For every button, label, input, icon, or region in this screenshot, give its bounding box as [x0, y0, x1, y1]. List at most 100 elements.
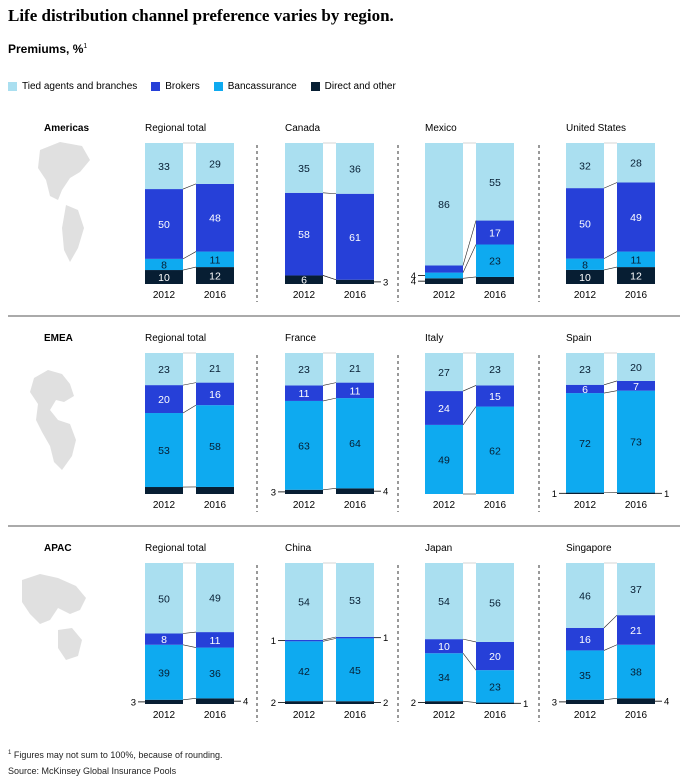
data-label: 86: [438, 199, 450, 211]
bar-segment: [336, 193, 374, 280]
bar-segment: [285, 563, 323, 640]
region-map-emea: [30, 370, 76, 470]
bar-segment: [617, 380, 655, 391]
data-label: 23: [489, 681, 501, 693]
data-label: 62: [489, 445, 501, 457]
segment-connector: [462, 653, 477, 671]
data-label: 39: [158, 667, 170, 679]
bar-segment: [196, 405, 234, 487]
year-tick-label: 2016: [484, 710, 507, 721]
bar-segment: [145, 644, 183, 700]
panel-title: Canada: [285, 123, 320, 134]
source-note: Source: McKinsey Global Insurance Pools: [8, 766, 177, 776]
data-label: 49: [438, 454, 450, 466]
data-label: 3: [552, 697, 557, 708]
segment-connector: [603, 614, 618, 629]
bar-segment: [476, 244, 514, 277]
data-label: 11: [210, 254, 221, 266]
bar-segment: [425, 391, 463, 425]
data-label: 20: [489, 651, 501, 663]
bar-segment: [145, 270, 183, 284]
year-tick-label: 2012: [293, 500, 316, 511]
legend-label-bancassurance: Bancassurance: [227, 81, 297, 92]
bar-segment: [145, 258, 183, 271]
legend-swatch-bancassurance: [213, 82, 223, 91]
region-label-americas: Americas: [44, 123, 89, 134]
data-label: 4: [243, 697, 248, 708]
data-label: 54: [438, 596, 450, 608]
year-tick-label: 2012: [574, 290, 597, 301]
bar-segment: [285, 275, 323, 284]
legend: Tied agents and branches Brokers Bancass…: [8, 81, 396, 92]
year-tick-label: 2012: [433, 710, 456, 721]
bar-segment: [617, 267, 655, 284]
panel-title: Regional total: [145, 123, 206, 134]
bar-segment: [336, 398, 374, 489]
year-tick-label: 2016: [484, 290, 507, 301]
data-label: 23: [158, 364, 170, 376]
bar-segment: [617, 615, 655, 645]
data-label: 16: [579, 634, 591, 646]
year-tick-label: 2016: [625, 710, 648, 721]
data-label: 4: [383, 487, 388, 498]
region-label-emea: EMEA: [44, 333, 73, 344]
data-label: 1: [271, 636, 276, 647]
data-label: 6: [301, 275, 307, 287]
segment-connector: [603, 182, 618, 189]
panel-title: Regional total: [145, 333, 206, 344]
segment-connector: [462, 220, 477, 266]
panel-title: United States: [566, 123, 626, 134]
bar-segment: [285, 701, 323, 704]
bar-segment: [196, 698, 234, 704]
bar-segment: [336, 701, 374, 704]
bar-segment: [476, 276, 514, 284]
year-tick-label: 2012: [293, 710, 316, 721]
bar-segment: [336, 488, 374, 494]
panel-title: France: [285, 333, 317, 344]
bar-segment: [566, 563, 604, 628]
bar-segment: [285, 641, 323, 702]
bar-segment: [617, 492, 655, 494]
bar-segment: [476, 385, 514, 407]
bar-segment: [145, 563, 183, 634]
legend-swatch-brokers: [151, 82, 161, 91]
bar-segment: [145, 699, 183, 704]
data-label: 36: [349, 163, 361, 175]
data-label: 45: [349, 665, 361, 677]
bar-segment: [425, 143, 463, 266]
bar-segment: [196, 486, 234, 494]
bar-segment: [425, 272, 463, 279]
bar-segment: [336, 382, 374, 399]
data-label: 16: [209, 389, 221, 401]
bar-segment: [336, 143, 374, 194]
region-label-apac: APAC: [44, 543, 72, 554]
segment-connector: [182, 251, 197, 260]
data-label: 15: [489, 391, 501, 403]
bar-segment: [566, 393, 604, 493]
data-label: 21: [209, 363, 221, 375]
data-label: 3: [383, 277, 388, 288]
data-label: 10: [158, 272, 170, 284]
bar-segment: [566, 143, 604, 189]
data-label: 48: [209, 213, 221, 225]
year-tick-label: 2016: [344, 290, 367, 301]
segment-connector: [603, 698, 618, 701]
footnote: 1 Figures may not sum to 100%, because o…: [8, 750, 222, 760]
data-label: 4: [411, 277, 416, 288]
bar-segment: [196, 143, 234, 184]
segment-connector: [322, 192, 337, 195]
data-label: 20: [158, 394, 170, 406]
bar-segment: [566, 627, 604, 651]
segment-connector: [462, 244, 477, 273]
bar-segment: [145, 143, 183, 190]
data-label: 1: [552, 489, 557, 500]
data-label: 36: [209, 668, 221, 680]
bar-segment: [566, 492, 604, 494]
bar-segment: [425, 701, 463, 704]
year-tick-label: 2012: [574, 500, 597, 511]
data-label: 6: [582, 384, 588, 396]
bar-segment: [285, 639, 323, 642]
data-label: 73: [630, 437, 642, 449]
data-label: 35: [579, 670, 591, 682]
